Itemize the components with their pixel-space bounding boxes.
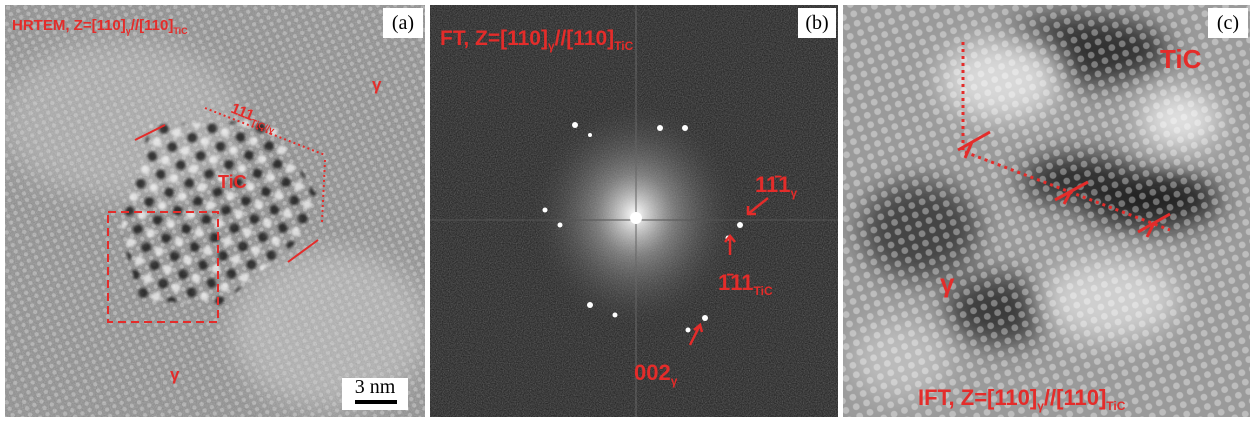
phase-label: TiC	[1160, 44, 1202, 74]
scale-bar	[355, 400, 397, 404]
panel-a: HRTEM, Z=[110]γ//[110]TiC 111TiC//γ TiC …	[0, 5, 430, 417]
text-part: TiC	[614, 39, 633, 53]
scale-label: 3 nm	[355, 376, 396, 398]
phase-label: γ	[940, 268, 955, 298]
text-part: //[110]	[1044, 385, 1106, 410]
text-part: IFT, Z=[110]	[918, 385, 1037, 410]
phase-label: TiC	[218, 172, 247, 192]
panel-label: (a)	[392, 12, 414, 34]
text-part: 002	[634, 360, 671, 385]
phase-label: γ	[372, 75, 382, 94]
figure: HRTEM, Z=[110]γ//[110]TiC 111TiC//γ TiC …	[0, 0, 1255, 421]
text-part: TiC	[173, 26, 188, 36]
text-part: HRTEM, Z=[110]	[12, 17, 126, 34]
text-part: γ	[671, 374, 678, 388]
text-part: γ	[791, 186, 798, 200]
panel-label: (b)	[805, 12, 828, 34]
panel-b: FT, Z=[110]γ//[110]TiC 11̄1γ 1̄11TiC 002…	[430, 5, 838, 417]
phase-label: γ	[170, 365, 180, 384]
panel-label: (c)	[1217, 12, 1239, 34]
text-part: FT, Z=[110]	[440, 27, 548, 50]
page: {"panels": [ {"label": "(a)", "caption":…	[0, 0, 1255, 421]
caption: FT, Z=[110]γ//[110]TiC	[440, 27, 634, 53]
text-part: TiC	[1106, 399, 1125, 413]
caption: IFT, Z=[110]γ//[110]TiC	[918, 385, 1126, 413]
text-part: TiC	[754, 284, 773, 298]
text-part: 1̄11	[718, 270, 754, 295]
caption: HRTEM, Z=[110]γ//[110]TiC	[12, 17, 188, 36]
text-part: //[110]	[555, 27, 615, 50]
panel-c: TiC γ IFT, Z=[110]γ//[110]TiC (c)	[843, 5, 1250, 417]
text-part: 11̄1	[755, 172, 791, 197]
text-part: //[110]	[131, 17, 174, 34]
